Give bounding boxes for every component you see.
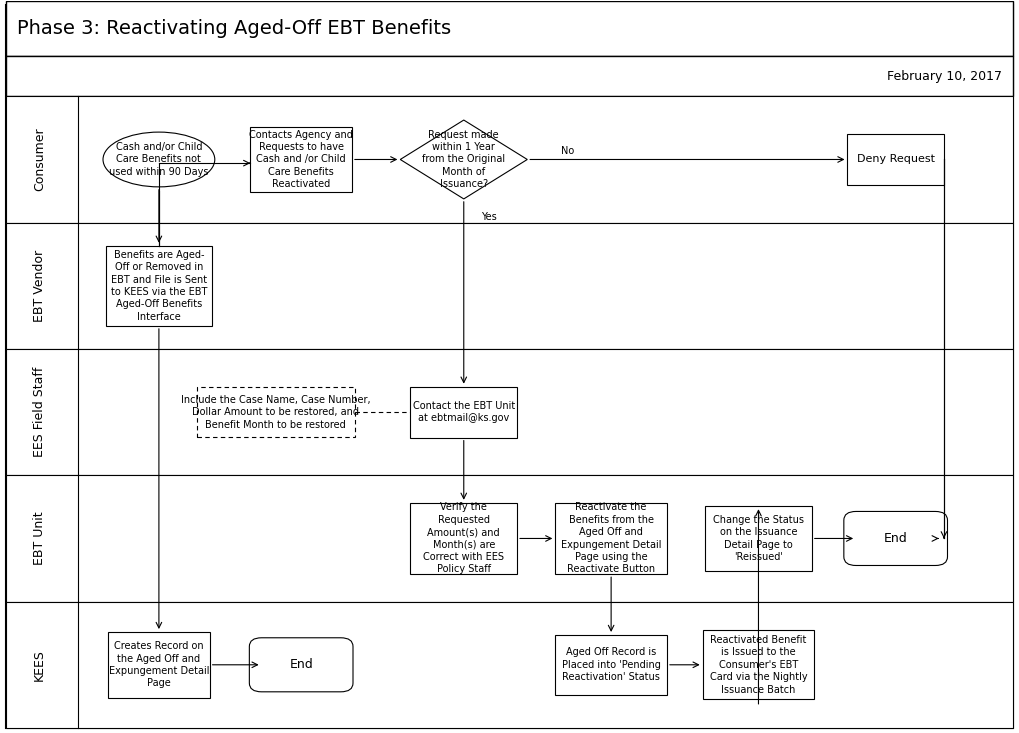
Text: Consumer: Consumer (33, 128, 46, 191)
FancyBboxPatch shape (411, 503, 517, 574)
Text: Benefits are Aged-
Off or Removed in
EBT and File is Sent
to KEES via the EBT
Ag: Benefits are Aged- Off or Removed in EBT… (111, 250, 207, 322)
Text: Include the Case Name, Case Number,
Dollar Amount to be restored, and
Benefit Mo: Include the Case Name, Case Number, Doll… (181, 395, 371, 430)
Text: Request made
within 1 Year
from the Original
Month of
Issuance?: Request made within 1 Year from the Orig… (422, 130, 505, 189)
FancyBboxPatch shape (6, 5, 1013, 728)
FancyBboxPatch shape (250, 638, 353, 692)
Text: End: End (289, 658, 313, 671)
FancyBboxPatch shape (555, 503, 667, 574)
Text: Verify the
Requested
Amount(s) and
Month(s) are
Correct with EES
Policy Staff: Verify the Requested Amount(s) and Month… (423, 502, 504, 575)
FancyBboxPatch shape (6, 602, 1013, 728)
Text: EES Field Staff: EES Field Staff (33, 367, 46, 457)
FancyBboxPatch shape (6, 475, 1013, 602)
Text: Change the Status
on the Issuance
Detail Page to
'Reissued': Change the Status on the Issuance Detail… (713, 515, 804, 562)
FancyBboxPatch shape (251, 127, 352, 192)
FancyBboxPatch shape (411, 386, 517, 438)
FancyBboxPatch shape (6, 56, 1013, 96)
Text: Aged Off Record is
Placed into 'Pending
Reactivation' Status: Aged Off Record is Placed into 'Pending … (561, 647, 660, 682)
FancyBboxPatch shape (555, 635, 667, 695)
FancyBboxPatch shape (705, 507, 812, 570)
FancyBboxPatch shape (702, 630, 814, 699)
Text: Contacts Agency and
Requests to have
Cash and /or Child
Care Benefits
Reactivate: Contacts Agency and Requests to have Cas… (250, 130, 354, 189)
FancyBboxPatch shape (6, 1, 1013, 56)
FancyBboxPatch shape (6, 223, 1013, 349)
Text: Reactivate the
Benefits from the
Aged Off and
Expungement Detail
Page using the
: Reactivate the Benefits from the Aged Of… (560, 502, 661, 575)
Text: Creates Record on
the Aged Off and
Expungement Detail
Page: Creates Record on the Aged Off and Expun… (109, 641, 209, 688)
FancyBboxPatch shape (844, 512, 948, 565)
Polygon shape (400, 120, 527, 199)
FancyBboxPatch shape (848, 134, 944, 185)
Text: Reactivated Benefit
is Issued to the
Consumer's EBT
Card via the Nightly
Issuanc: Reactivated Benefit is Issued to the Con… (709, 635, 807, 695)
Text: EBT Vendor: EBT Vendor (33, 250, 46, 322)
Text: Deny Request: Deny Request (857, 155, 934, 164)
Text: Contact the EBT Unit
at ebtmail@ks.gov: Contact the EBT Unit at ebtmail@ks.gov (413, 401, 515, 424)
FancyBboxPatch shape (106, 246, 212, 326)
Text: KEES: KEES (33, 649, 46, 681)
FancyBboxPatch shape (108, 632, 210, 698)
Text: Cash and/or Child
Care Benefits not
used within 90 Days: Cash and/or Child Care Benefits not used… (109, 142, 209, 177)
FancyBboxPatch shape (197, 387, 355, 437)
Text: Yes: Yes (481, 212, 497, 222)
FancyBboxPatch shape (6, 96, 1013, 223)
Text: February 10, 2017: February 10, 2017 (888, 70, 1003, 83)
Text: EBT Unit: EBT Unit (33, 512, 46, 565)
Ellipse shape (103, 132, 215, 187)
Text: End: End (883, 532, 908, 545)
Text: Phase 3: Reactivating Aged-Off EBT Benefits: Phase 3: Reactivating Aged-Off EBT Benef… (16, 19, 450, 38)
Text: No: No (561, 146, 575, 155)
FancyBboxPatch shape (6, 349, 1013, 475)
